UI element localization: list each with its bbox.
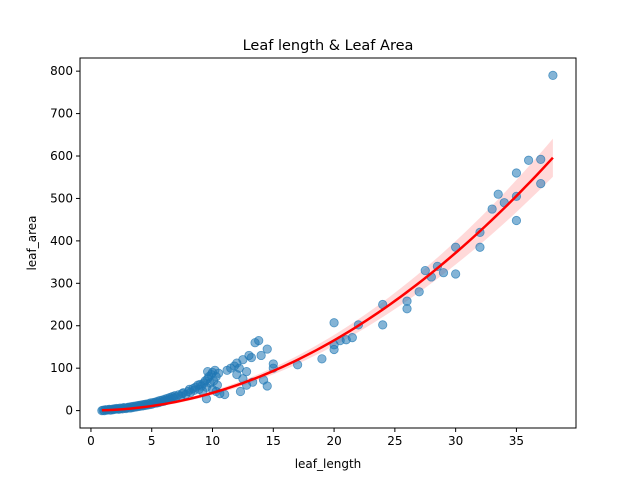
- data-point: [262, 344, 272, 354]
- data-point: [493, 189, 503, 199]
- regression-line: [101, 156, 554, 412]
- data-point: [402, 296, 412, 306]
- y-tick-label: 600: [50, 149, 73, 163]
- data-point: [548, 70, 558, 81]
- y-tick-label: 800: [50, 64, 73, 78]
- data-point: [268, 359, 278, 369]
- y-tick-label: 400: [50, 234, 73, 248]
- data-point: [246, 352, 257, 363]
- data-point: [254, 335, 264, 346]
- data-point: [213, 368, 224, 378]
- data-point: [317, 354, 327, 364]
- data-point: [487, 204, 497, 214]
- plot-frame: [79, 57, 577, 429]
- chart-title: Leaf length & Leaf Area: [243, 38, 414, 54]
- y-tick-label: 200: [50, 319, 73, 333]
- data-point: [511, 168, 522, 178]
- x-tick-label: 20: [326, 434, 341, 448]
- y-tick-label: 100: [50, 361, 73, 375]
- x-tick-label: 5: [148, 434, 156, 448]
- data-point: [235, 386, 246, 397]
- data-point: [438, 268, 449, 278]
- x-tick-label: 25: [387, 434, 402, 448]
- y-axis-label: leaf_area: [25, 215, 39, 270]
- data-point: [220, 389, 230, 400]
- y-tick-label: 700: [50, 107, 73, 121]
- data-point: [523, 155, 534, 165]
- data-point: [203, 366, 213, 377]
- data-point: [451, 269, 461, 279]
- data-point: [402, 304, 412, 314]
- data-point: [256, 350, 266, 361]
- confidence-band: [101, 138, 553, 412]
- data-point: [262, 381, 272, 391]
- x-tick-label: 10: [205, 434, 220, 448]
- data-point: [511, 215, 522, 226]
- x-tick-label: 15: [266, 434, 281, 448]
- data-point: [536, 179, 546, 189]
- y-tick-label: 0: [65, 404, 73, 418]
- y-tick-label: 300: [50, 276, 73, 290]
- data-point: [378, 320, 388, 330]
- data-point: [475, 242, 485, 252]
- data-point: [329, 318, 339, 328]
- x-tick-label: 30: [448, 434, 463, 448]
- data-point: [241, 366, 252, 377]
- y-tick-label: 500: [50, 191, 73, 205]
- x-tick-label: 0: [87, 434, 95, 448]
- x-tick-label: 35: [509, 434, 524, 448]
- data-point: [420, 265, 430, 276]
- data-point: [536, 154, 546, 165]
- data-point: [414, 287, 424, 297]
- x-axis-label: leaf_length: [295, 457, 362, 471]
- data-point: [347, 333, 357, 343]
